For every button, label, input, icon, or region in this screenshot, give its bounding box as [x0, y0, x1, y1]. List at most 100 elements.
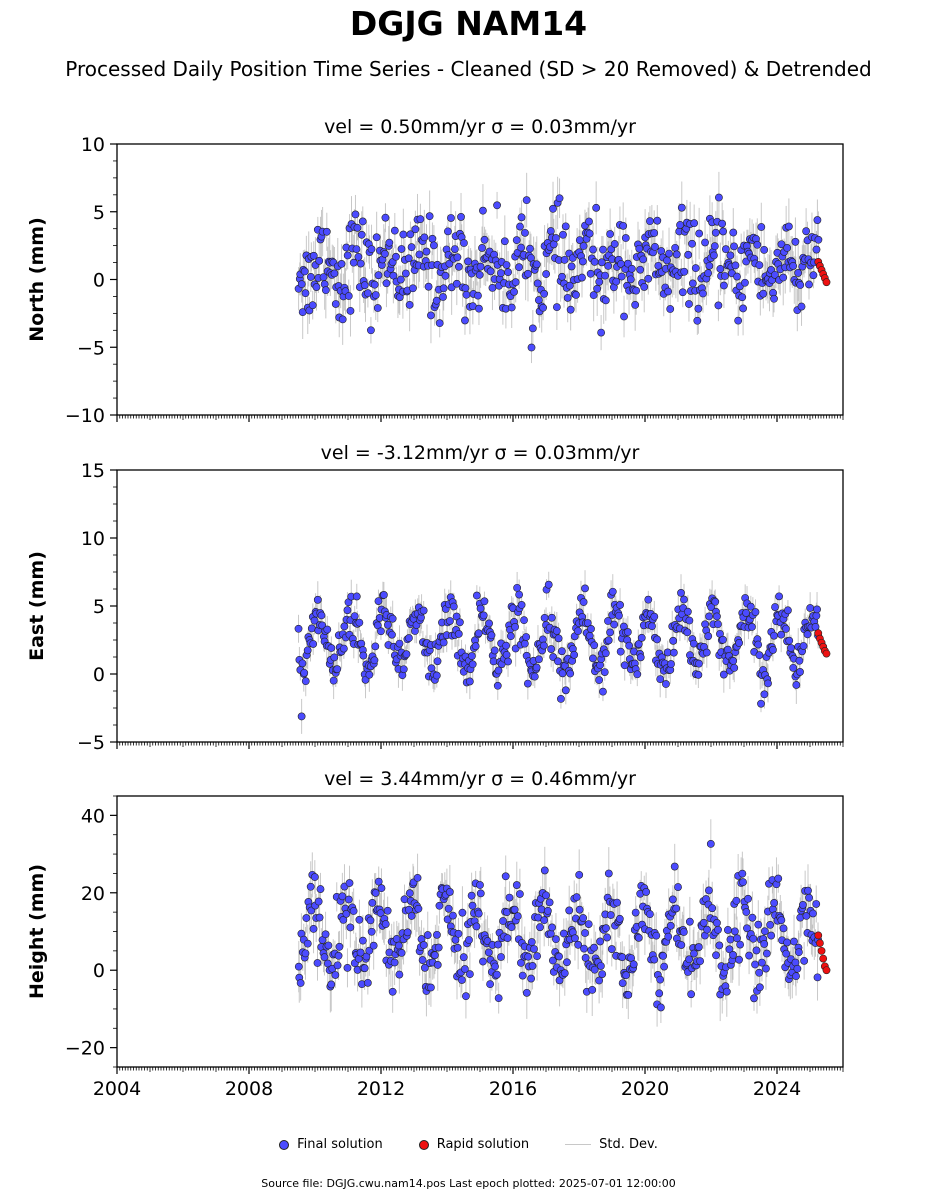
final-point [578, 257, 587, 266]
final-point [683, 607, 692, 616]
final-point [379, 591, 388, 599]
final-point [402, 650, 411, 659]
final-point [516, 222, 524, 231]
final-point [589, 291, 598, 300]
final-point [485, 619, 493, 628]
final-point [474, 291, 482, 300]
final-point [427, 311, 435, 320]
final-point [439, 638, 448, 647]
final-point [766, 920, 775, 929]
final-point [652, 931, 661, 940]
y-tick-label: 5 [93, 596, 105, 618]
final-point [373, 304, 382, 312]
final-point [696, 957, 705, 966]
final-point [695, 229, 704, 238]
final-point [354, 252, 363, 261]
final-point [360, 964, 369, 973]
final-point [413, 873, 422, 882]
final-point [455, 262, 463, 271]
final-point [764, 679, 772, 688]
final-point [317, 611, 326, 620]
final-point [685, 616, 694, 625]
final-point [762, 964, 770, 973]
final-point [723, 645, 732, 654]
final-point [312, 283, 321, 291]
final-point [593, 284, 602, 293]
final-point [480, 235, 489, 244]
final-point [707, 603, 716, 612]
final-point [533, 279, 542, 288]
final-point [372, 233, 381, 242]
final-point [619, 221, 628, 230]
final-point [330, 269, 339, 278]
final-point [390, 226, 399, 235]
final-point [350, 612, 359, 620]
final-point [694, 304, 703, 313]
final-point [752, 946, 761, 955]
final-point [445, 888, 454, 896]
final-point [644, 595, 653, 604]
final-point [479, 957, 487, 966]
final-point [435, 319, 444, 328]
final-point [711, 597, 720, 606]
final-point [642, 888, 651, 896]
final-point [805, 893, 813, 902]
final-point [339, 915, 348, 924]
final-point [528, 324, 537, 333]
final-point [324, 941, 333, 950]
y-tick-label: 20 [81, 883, 105, 905]
final-point [794, 948, 803, 957]
final-point [383, 906, 392, 915]
final-point [791, 237, 800, 246]
final-point [566, 305, 575, 314]
final-point [777, 916, 786, 925]
final-point [465, 677, 474, 686]
final-point [705, 261, 714, 270]
final-point [330, 653, 339, 662]
y-tick-label: 5 [93, 202, 105, 224]
final-point [590, 257, 599, 266]
final-point [755, 261, 764, 270]
final-point [478, 244, 486, 252]
final-point [595, 277, 604, 286]
final-point [320, 953, 329, 962]
final-point [542, 270, 551, 278]
final-point [608, 587, 617, 596]
final-point [493, 201, 501, 210]
final-point [733, 934, 741, 943]
final-point [479, 611, 488, 620]
final-point [374, 597, 383, 606]
final-point [738, 293, 747, 302]
final-point [343, 251, 352, 260]
final-point [683, 628, 692, 637]
final-point [374, 877, 383, 886]
final-point [349, 258, 358, 267]
final-point [670, 862, 679, 871]
time-series-charts: −10 −5 0 5 10 North (mm) vel = 0.50mm/yr σ = 0… [26, 116, 844, 1100]
final-point [523, 679, 532, 688]
final-point [338, 892, 347, 901]
final-point [329, 676, 338, 685]
final-point [805, 280, 813, 289]
final-point [794, 269, 803, 277]
final-point [792, 972, 800, 981]
final-point [486, 267, 495, 276]
final-point [726, 935, 735, 944]
final-point [657, 1003, 665, 1012]
final-point [443, 915, 452, 924]
y-tick-label: 40 [81, 805, 105, 827]
y-tick-label: 0 [93, 960, 105, 982]
final-point [690, 219, 699, 228]
final-point [370, 656, 379, 665]
final-point [528, 962, 537, 970]
final-point [625, 641, 634, 650]
final-point [689, 639, 698, 648]
final-point [771, 270, 779, 279]
final-point [307, 624, 316, 633]
rapid-point [817, 946, 826, 955]
final-point [714, 620, 722, 629]
final-point [297, 712, 306, 721]
final-point [444, 227, 452, 236]
final-point [502, 261, 511, 269]
final-point [515, 263, 523, 272]
